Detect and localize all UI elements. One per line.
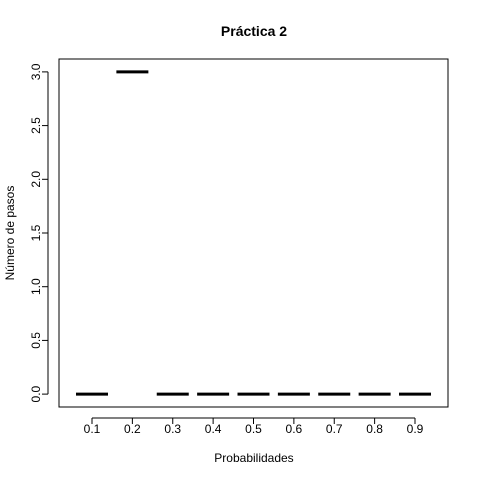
x-tick-label: 0.6 <box>286 422 303 436</box>
x-axis: 0.1 0.2 0.3 0.4 0.5 0.6 0.7 0.8 0.9 <box>84 417 424 436</box>
x-tick-label: 0.7 <box>326 422 343 436</box>
y-tick-label: 0.0 <box>29 385 43 402</box>
y-axis-label: Número de pasos <box>3 186 17 281</box>
x-tick-label: 0.8 <box>366 422 383 436</box>
y-tick-label: 2.5 <box>29 117 43 134</box>
y-axis: 0.0 0.5 1.0 1.5 2.0 2.5 3.0 <box>29 63 49 402</box>
y-tick-label: 1.5 <box>29 224 43 241</box>
data-marks <box>76 70 431 396</box>
plot-frame <box>58 58 449 408</box>
x-tick-label: 0.5 <box>245 422 262 436</box>
y-tick-label: 1.0 <box>29 278 43 295</box>
x-tick-label: 0.1 <box>84 422 101 436</box>
x-tick-label: 0.3 <box>164 422 181 436</box>
y-tick-label: 0.5 <box>29 332 43 349</box>
x-tick-label: 0.4 <box>205 422 222 436</box>
y-tick-label: 2.0 <box>29 171 43 188</box>
chart-title: Práctica 2 <box>221 23 287 39</box>
y-tick-label: 3.0 <box>29 63 43 80</box>
x-tick-label: 0.2 <box>124 422 141 436</box>
x-axis-label: Probabilidades <box>214 451 293 465</box>
x-tick-label: 0.9 <box>407 422 424 436</box>
